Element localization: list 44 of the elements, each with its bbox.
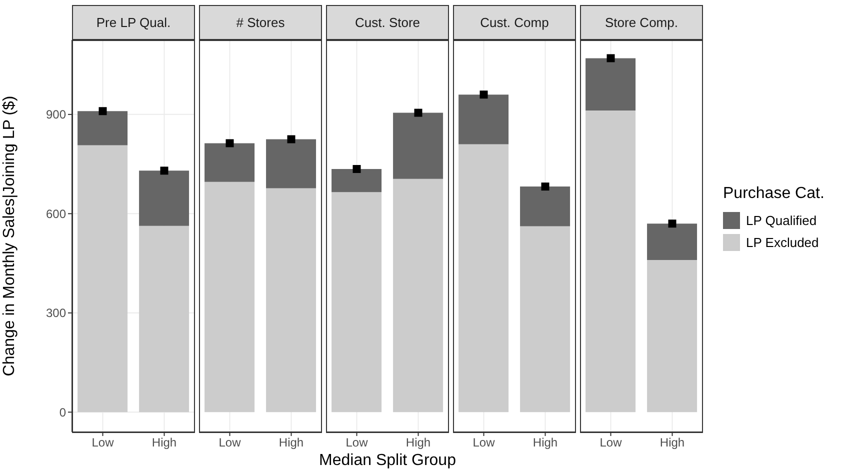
bar [332, 192, 382, 412]
chart-title: Store Comp. [605, 15, 678, 30]
bar [458, 94, 509, 144]
bar [139, 170, 190, 226]
bar [78, 111, 128, 146]
y-tick-label: 300 [46, 306, 66, 320]
bar [520, 226, 570, 412]
bar [520, 186, 570, 226]
bar [586, 58, 636, 110]
x-tick-label: High [406, 436, 431, 450]
bar [332, 169, 382, 192]
x-tick-label: Low [218, 436, 242, 450]
legend-title: Purchase Cat. [723, 185, 826, 203]
bar [78, 145, 128, 412]
bar [139, 226, 190, 412]
legend-label: LP Qualified [746, 212, 817, 228]
bar [647, 260, 698, 412]
x-tick-label: Low [92, 436, 114, 450]
y-tick-label: 0 [59, 405, 66, 420]
chart-title: Cust. Comp [480, 15, 549, 30]
chart-title: # Stores [236, 15, 285, 30]
x-tick-label: High [152, 436, 177, 450]
bar [586, 110, 636, 412]
bar [458, 144, 509, 412]
bar [647, 224, 698, 260]
y-tick-label: 900 [46, 108, 66, 122]
bar [393, 112, 444, 179]
legend-label: LP Excluded [746, 234, 819, 250]
x-tick-label: High [660, 436, 685, 450]
chart-title: Pre LP Qual. [96, 15, 171, 30]
bar [204, 143, 255, 182]
x-tick-label: High [532, 436, 558, 450]
y-tick-label: 600 [46, 206, 66, 221]
x-tick-label: Low [472, 436, 496, 450]
bar [266, 139, 316, 188]
x-tick-label: High [278, 436, 304, 450]
x-tick-label: Low [600, 436, 622, 450]
y-axis-title: Change in Monthly Sales|Joining LP ($) [1, 96, 19, 376]
bar [204, 182, 255, 412]
bar [266, 188, 316, 412]
x-tick-label: Low [346, 436, 368, 450]
bar [393, 178, 444, 412]
chart-title: Cust. Store [354, 15, 420, 30]
x-axis-title: Median Split Group [319, 452, 456, 470]
